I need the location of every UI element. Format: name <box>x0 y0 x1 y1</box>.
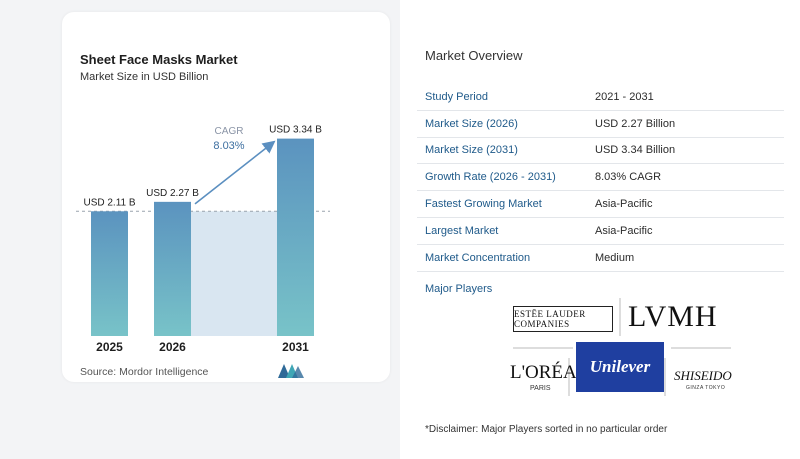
data-label-2026: USD 2.27 B <box>146 188 199 199</box>
overview-row: Market Size (2026) USD 2.27 Billion <box>417 111 784 138</box>
overview-row: Market Size (2031) USD 3.34 Billion <box>417 138 784 165</box>
data-label-2025: USD 2.11 B <box>83 197 135 208</box>
disclaimer: *Disclaimer: Major Players sorted in no … <box>425 424 668 435</box>
overview-row: Fastest Growing Market Asia-Pacific <box>417 191 784 218</box>
row-value: USD 3.34 Billion <box>595 144 676 157</box>
loreal-paris-label: PARIS <box>530 385 551 392</box>
chart-title: Sheet Face Masks Market <box>80 52 238 67</box>
row-value: 8.03% CAGR <box>595 171 662 184</box>
chart-subtitle: Market Size in USD Billion <box>80 71 209 83</box>
x-tick-2026: 2026 <box>159 340 186 354</box>
x-tick-2025: 2025 <box>96 340 123 354</box>
cagr-label: CAGR <box>215 126 244 137</box>
row-label: Fastest Growing Market <box>425 198 542 211</box>
shiseido-ginza-label: GINZA TOKYO <box>686 385 726 391</box>
shiseido-logo: SHISEIDO <box>674 368 732 383</box>
row-value: 2021 - 2031 <box>595 90 654 103</box>
bar-2031 <box>277 138 314 336</box>
row-value: Medium <box>595 251 635 264</box>
cagr-arrow <box>194 140 276 205</box>
lvmh-logo: LVMH <box>628 300 718 333</box>
overview-table: Study Period 2021 - 2031 Market Size (20… <box>417 84 784 272</box>
row-label: Market Size (2026) <box>425 117 518 130</box>
mordor-intelligence-logo-icon <box>278 364 304 378</box>
source-note: Source: Mordor Intelligence <box>80 366 209 378</box>
overview-title: Market Overview <box>425 48 523 63</box>
data-label-2031: USD 3.34 B <box>269 125 322 136</box>
row-value: Asia-Pacific <box>595 198 653 211</box>
bar-2025 <box>91 211 128 336</box>
bar-chart: USD 2.11 B 2025 USD 2.27 B 2026 USD 3.34 B 20… <box>76 125 330 354</box>
bar-2026 <box>154 201 191 336</box>
growth-band <box>191 211 277 336</box>
overview-row: Largest Market Asia-Pacific <box>417 218 784 245</box>
row-value: USD 2.27 Billion <box>595 117 676 130</box>
row-label: Market Concentration <box>425 251 531 264</box>
row-value: Asia-Pacific <box>595 224 653 237</box>
major-players-logos <box>513 298 731 396</box>
cagr-value: 8.03% <box>213 140 244 152</box>
row-label: Largest Market <box>425 224 499 237</box>
row-label: Study Period <box>425 90 488 103</box>
estee-lauder-logo: ESTĒE LAUDER COMPANIES <box>513 306 613 332</box>
x-tick-2031: 2031 <box>282 340 309 354</box>
row-label: Growth Rate (2026 - 2031) <box>425 171 556 184</box>
overview-row: Growth Rate (2026 - 2031) 8.03% CAGR <box>417 164 784 192</box>
major-players-title: Major Players <box>425 283 493 295</box>
overview-row: Study Period 2021 - 2031 <box>417 84 784 111</box>
overview-row: Market Concentration Medium <box>417 245 784 272</box>
loreal-logo: L'ORÉAL <box>510 362 589 383</box>
row-label: Market Size (2031) <box>425 144 518 157</box>
unilever-logo: Unilever <box>576 342 664 392</box>
